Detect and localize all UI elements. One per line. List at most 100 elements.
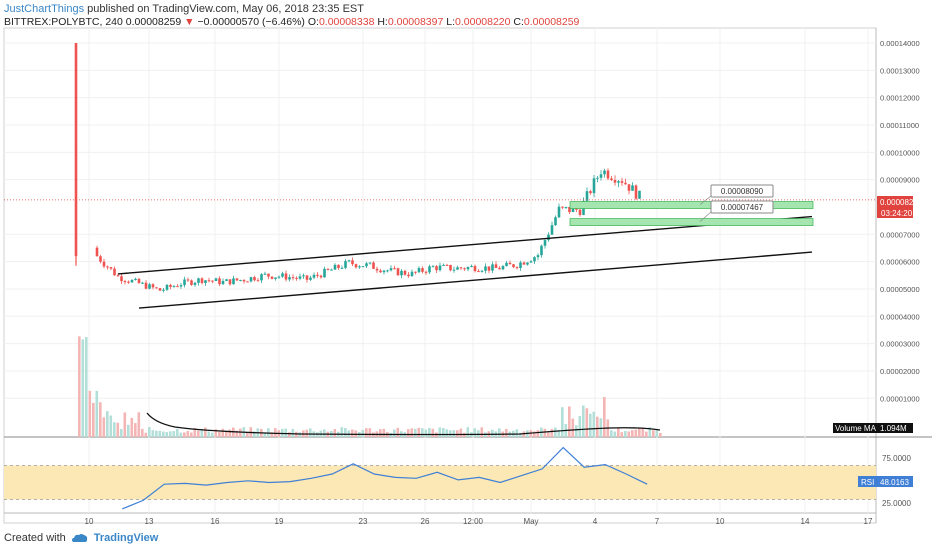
candle: [414, 271, 417, 273]
candle: [298, 276, 302, 279]
volume-bar: [155, 430, 158, 437]
volume-bar: [379, 429, 382, 437]
volume-bar: [382, 428, 386, 437]
time-tick-label: 26: [421, 517, 430, 526]
candle: [368, 262, 372, 264]
volume-bar: [480, 427, 484, 437]
candle: [326, 268, 330, 270]
callout-upper-box[interactable]: [710, 184, 774, 198]
candle: [431, 266, 435, 268]
candle: [484, 266, 487, 271]
candle: [232, 278, 235, 285]
candle: [113, 268, 116, 276]
candle: [491, 264, 494, 271]
volume-bar: [333, 429, 337, 437]
volume-bar: [172, 430, 176, 437]
candle: [270, 276, 274, 279]
volume-ma-value-tag: [877, 423, 913, 433]
candle: [515, 267, 519, 269]
candle: [522, 262, 526, 265]
candle: [291, 277, 295, 279]
rsi-line: [121, 446, 648, 510]
volume-bar: [323, 429, 326, 437]
volume-bar: [585, 408, 589, 437]
price-tick-label: 0.00011000: [880, 121, 919, 130]
volume-bar: [578, 416, 582, 437]
open-value: 0.00008338: [318, 16, 375, 28]
volume-bar: [141, 428, 144, 437]
callout-lower-box[interactable]: [710, 200, 774, 214]
candle: [494, 264, 498, 268]
candle: [302, 275, 305, 277]
time-tick-label: 23: [359, 517, 368, 526]
chart-frame: [3, 27, 877, 524]
time-tick-label: 4: [593, 517, 598, 526]
candle: [372, 262, 375, 269]
volume-bar: [200, 429, 204, 437]
candle: [375, 268, 379, 271]
candle: [323, 268, 326, 278]
candle: [358, 266, 361, 268]
price-tick-label: 0.00003000: [880, 340, 920, 349]
rsi-band: [4, 465, 876, 500]
candle: [134, 278, 137, 280]
tradingview-cloud-icon: [71, 534, 87, 542]
volume-bar: [505, 428, 508, 437]
upper-channel-line: [117, 215, 813, 275]
volume-bar: [407, 429, 410, 437]
volume-bar: [659, 432, 662, 437]
volume-ma-value: 1.094M: [880, 424, 907, 433]
volume-bar: [396, 427, 400, 437]
candle: [379, 270, 382, 273]
volume-bar: [498, 428, 501, 437]
tradingview-brand[interactable]: TradingView: [93, 532, 159, 544]
volume-bar: [85, 337, 88, 437]
candle: [365, 263, 368, 267]
candle: [564, 206, 568, 208]
candle: [253, 277, 256, 281]
candle: [389, 268, 393, 271]
candle: [631, 185, 634, 191]
price-tick-label: 0.00009000: [880, 176, 920, 185]
candle: [221, 280, 225, 285]
volume-bar: [491, 429, 494, 437]
volume-bar: [186, 431, 190, 437]
author-link[interactable]: JustChartThings: [4, 3, 85, 15]
candle: [557, 206, 561, 218]
candle: [172, 286, 176, 288]
volume-bar: [624, 430, 627, 437]
footer: Created with TradingView: [4, 532, 158, 544]
candle: [158, 288, 162, 291]
candle: [512, 264, 515, 268]
volume-bar: [78, 336, 81, 437]
rsi-value-tag: [877, 476, 913, 487]
candle: [407, 274, 410, 277]
volume-bar: [183, 432, 186, 437]
volume-bar: [190, 432, 193, 437]
candle: [445, 264, 449, 266]
price-tick-label: 0.00005000: [880, 285, 920, 294]
candle: [144, 282, 148, 289]
callout-upper-text: 0.00008090: [721, 187, 764, 196]
candle: [109, 267, 113, 269]
candle: [141, 282, 144, 284]
volume-bar: [452, 430, 456, 437]
volume-bar: [193, 427, 197, 437]
candle: [169, 284, 172, 287]
volume-bar: [179, 432, 183, 437]
candle: [263, 273, 267, 275]
candle: [634, 185, 638, 199]
candle: [165, 284, 169, 290]
candle: [596, 177, 599, 179]
volume-bar: [631, 430, 634, 437]
volume-bar: [620, 432, 624, 437]
candle: [130, 279, 134, 283]
candle: [452, 269, 456, 271]
volume-bar: [165, 432, 169, 437]
price-tick-label: 0.00013000: [880, 66, 920, 75]
candle: [473, 266, 477, 272]
candle: [305, 275, 309, 280]
volume-bar: [214, 429, 218, 437]
candle: [211, 280, 214, 282]
